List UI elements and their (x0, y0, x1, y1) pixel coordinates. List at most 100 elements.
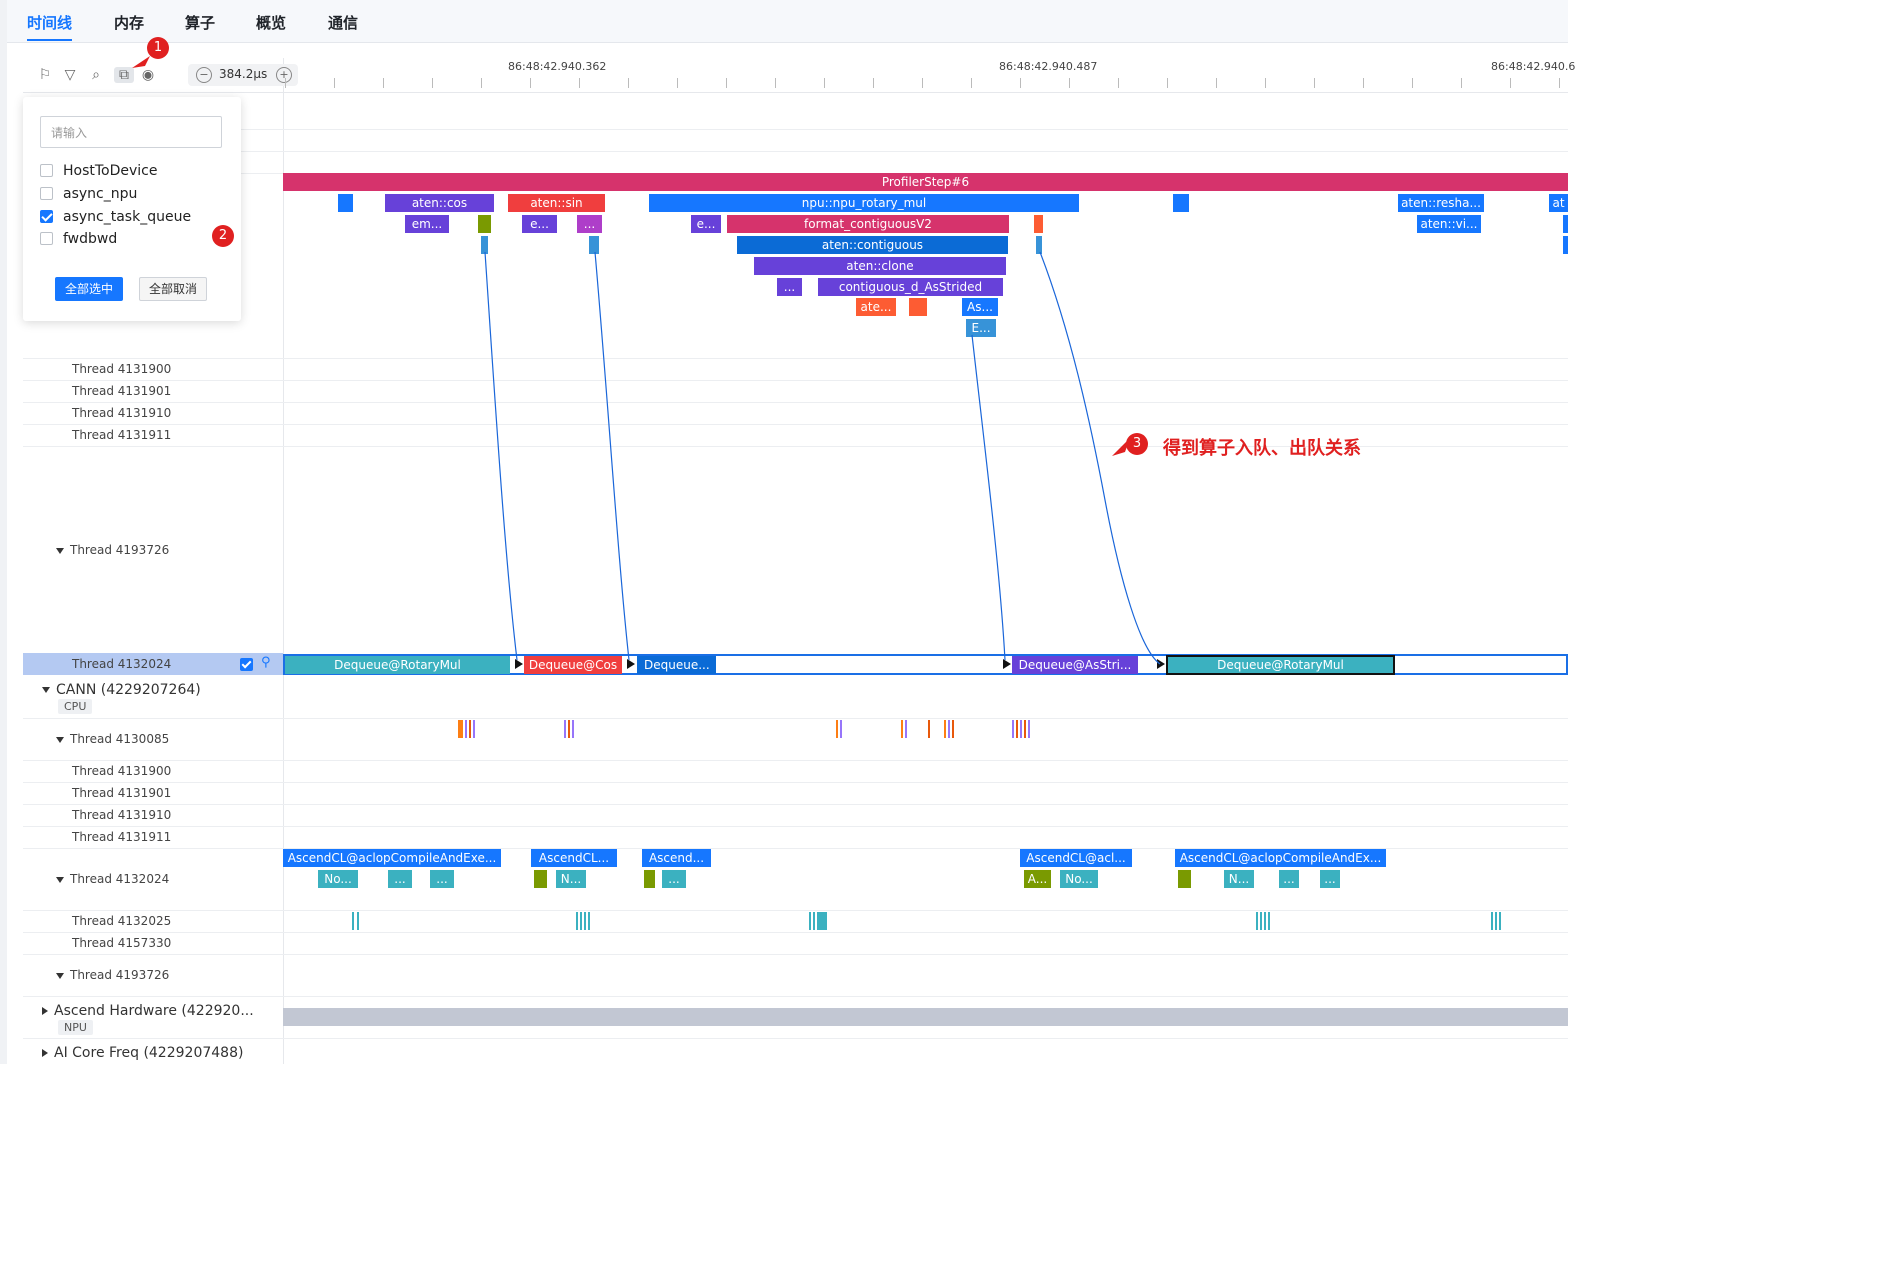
thread-label[interactable]: Thread 4157330 (72, 936, 172, 950)
thread-label[interactable]: Thread 4132025 (72, 914, 172, 928)
slice-em[interactable]: em... (405, 215, 449, 233)
event-mark[interactable] (1491, 912, 1493, 930)
select-all-button[interactable]: 全部选中 (55, 277, 123, 301)
thread-label[interactable]: Thread 4131900 (72, 362, 172, 376)
slice-e-small[interactable]: E... (966, 319, 996, 337)
filter-icon[interactable]: ▽ (64, 67, 76, 83)
slice[interactable] (909, 298, 927, 316)
slice[interactable] (1178, 870, 1191, 888)
thread-label-expandable[interactable]: Thread 4132024 (56, 872, 169, 886)
slice-node[interactable]: N... (1224, 870, 1254, 888)
slice[interactable] (1563, 215, 1568, 233)
checkbox[interactable] (40, 231, 53, 245)
event-mark[interactable] (584, 912, 586, 930)
slice[interactable] (644, 870, 655, 888)
slice-dots[interactable]: ... (777, 278, 802, 296)
slice-a[interactable]: A... (1024, 870, 1051, 888)
event-mark[interactable] (1024, 720, 1026, 738)
expand-icon[interactable] (56, 972, 64, 979)
process-cann[interactable]: CANN (4229207264) (42, 682, 201, 698)
slice-dots[interactable]: ... (1279, 870, 1299, 888)
slice[interactable] (1036, 236, 1042, 254)
slice-aten-contiguous[interactable]: aten::contiguous (737, 236, 1008, 254)
event-mark[interactable] (1260, 912, 1262, 930)
event-mark[interactable] (469, 720, 471, 738)
slice[interactable] (589, 236, 599, 254)
location-icon[interactable]: ◉ (141, 67, 155, 83)
slice-node[interactable]: N... (556, 870, 586, 888)
event-mark[interactable] (1016, 720, 1018, 738)
slice[interactable] (338, 194, 353, 212)
slice-at[interactable]: at (1549, 194, 1568, 212)
thread-label-expandable[interactable]: Thread 4193726 (56, 543, 169, 557)
expand-icon[interactable] (56, 876, 64, 883)
option-async-task-queue[interactable]: async_task_queue (40, 209, 191, 225)
event-mark[interactable] (1268, 912, 1270, 930)
event-mark[interactable] (1499, 912, 1501, 930)
event-mark[interactable] (564, 720, 566, 738)
checkbox[interactable] (40, 186, 53, 200)
tab-timeline[interactable]: 时间线 (27, 14, 73, 41)
slice-ascendcl[interactable]: AscendCL@acl... (1020, 849, 1132, 867)
event-mark[interactable] (817, 912, 827, 930)
zoom-out-button[interactable]: − (196, 67, 212, 83)
slice-npu-rotary-mul[interactable]: npu::npu_rotary_mul (649, 194, 1079, 212)
checkbox[interactable] (40, 163, 53, 177)
selected-thread-row[interactable]: Thread 4132024 ⚲ (23, 653, 283, 675)
slice-e[interactable]: e... (691, 215, 721, 233)
event-mark[interactable] (901, 720, 903, 738)
thread-label[interactable]: Thread 4131900 (72, 764, 172, 778)
row-checkbox[interactable] (240, 658, 253, 671)
slice-dots[interactable]: ... (662, 870, 686, 888)
slice-aten-cos[interactable]: aten::cos (385, 194, 494, 212)
slice[interactable] (1173, 194, 1189, 212)
option-async-npu[interactable]: async_npu (40, 186, 137, 202)
event-mark[interactable] (944, 720, 946, 738)
tab-communication[interactable]: 通信 (328, 14, 359, 32)
popup-search-input[interactable]: 请输入 (40, 116, 222, 148)
checkbox-checked[interactable] (40, 209, 53, 223)
thread-label-expandable[interactable]: Thread 4130085 (56, 732, 169, 746)
thread-label-expandable[interactable]: Thread 4193726 (56, 968, 169, 982)
slice-dequeue-rotarymul-selected[interactable]: Dequeue@RotaryMul (1166, 655, 1395, 675)
expand-icon[interactable] (56, 547, 64, 554)
event-mark[interactable] (588, 912, 590, 930)
slice-dots[interactable]: ... (430, 870, 454, 888)
event-mark[interactable] (1264, 912, 1266, 930)
thread-label[interactable]: Thread 4131911 (72, 830, 172, 844)
event-mark[interactable] (580, 912, 582, 930)
slice-node[interactable]: No... (318, 870, 358, 888)
event-mark[interactable] (813, 912, 815, 930)
slice-aten-sin[interactable]: aten::sin (508, 194, 605, 212)
expand-icon[interactable] (42, 687, 50, 693)
event-mark[interactable] (952, 720, 954, 738)
event-mark[interactable] (840, 720, 842, 738)
event-mark[interactable] (948, 720, 950, 738)
slice-dots[interactable]: ... (577, 215, 602, 233)
event-mark[interactable] (458, 720, 463, 738)
slice-ascendcl[interactable]: AscendCL... (531, 849, 617, 867)
flag-icon[interactable]: ⚐ (38, 67, 52, 83)
option-hosttodevice[interactable]: HostToDevice (40, 163, 158, 179)
thread-label[interactable]: Thread 4131901 (72, 384, 172, 398)
pin-icon[interactable]: ⚲ (261, 655, 271, 670)
slice-ate[interactable]: ate... (856, 298, 896, 316)
event-mark[interactable] (473, 720, 475, 738)
slice-as[interactable]: As... (962, 298, 998, 316)
slice-profiler-step[interactable]: ProfilerStep#6 (283, 173, 1568, 191)
search-icon[interactable]: ⌕ (92, 67, 100, 83)
event-mark[interactable] (1028, 720, 1030, 738)
slice-aten-reshape[interactable]: aten::resha... (1398, 194, 1484, 212)
slice-dequeue-rotarymul[interactable]: Dequeue@RotaryMul (285, 656, 510, 674)
collapse-icon[interactable] (42, 1007, 48, 1015)
process-ai-core-freq[interactable]: AI Core Freq (4229207488) (42, 1045, 243, 1061)
event-mark[interactable] (1012, 720, 1014, 738)
slice-aten-view[interactable]: aten::vi... (1417, 215, 1481, 233)
tab-operator[interactable]: 算子 (185, 14, 216, 32)
slice-ascendcl[interactable]: Ascend... (642, 849, 711, 867)
event-mark[interactable] (905, 720, 907, 738)
event-mark[interactable] (809, 912, 811, 930)
slice-dequeue-asstrided[interactable]: Dequeue@AsStri... (1012, 656, 1138, 674)
slice-e[interactable]: e... (522, 215, 557, 233)
process-ascend-hardware[interactable]: Ascend Hardware (422920... (42, 1003, 254, 1019)
